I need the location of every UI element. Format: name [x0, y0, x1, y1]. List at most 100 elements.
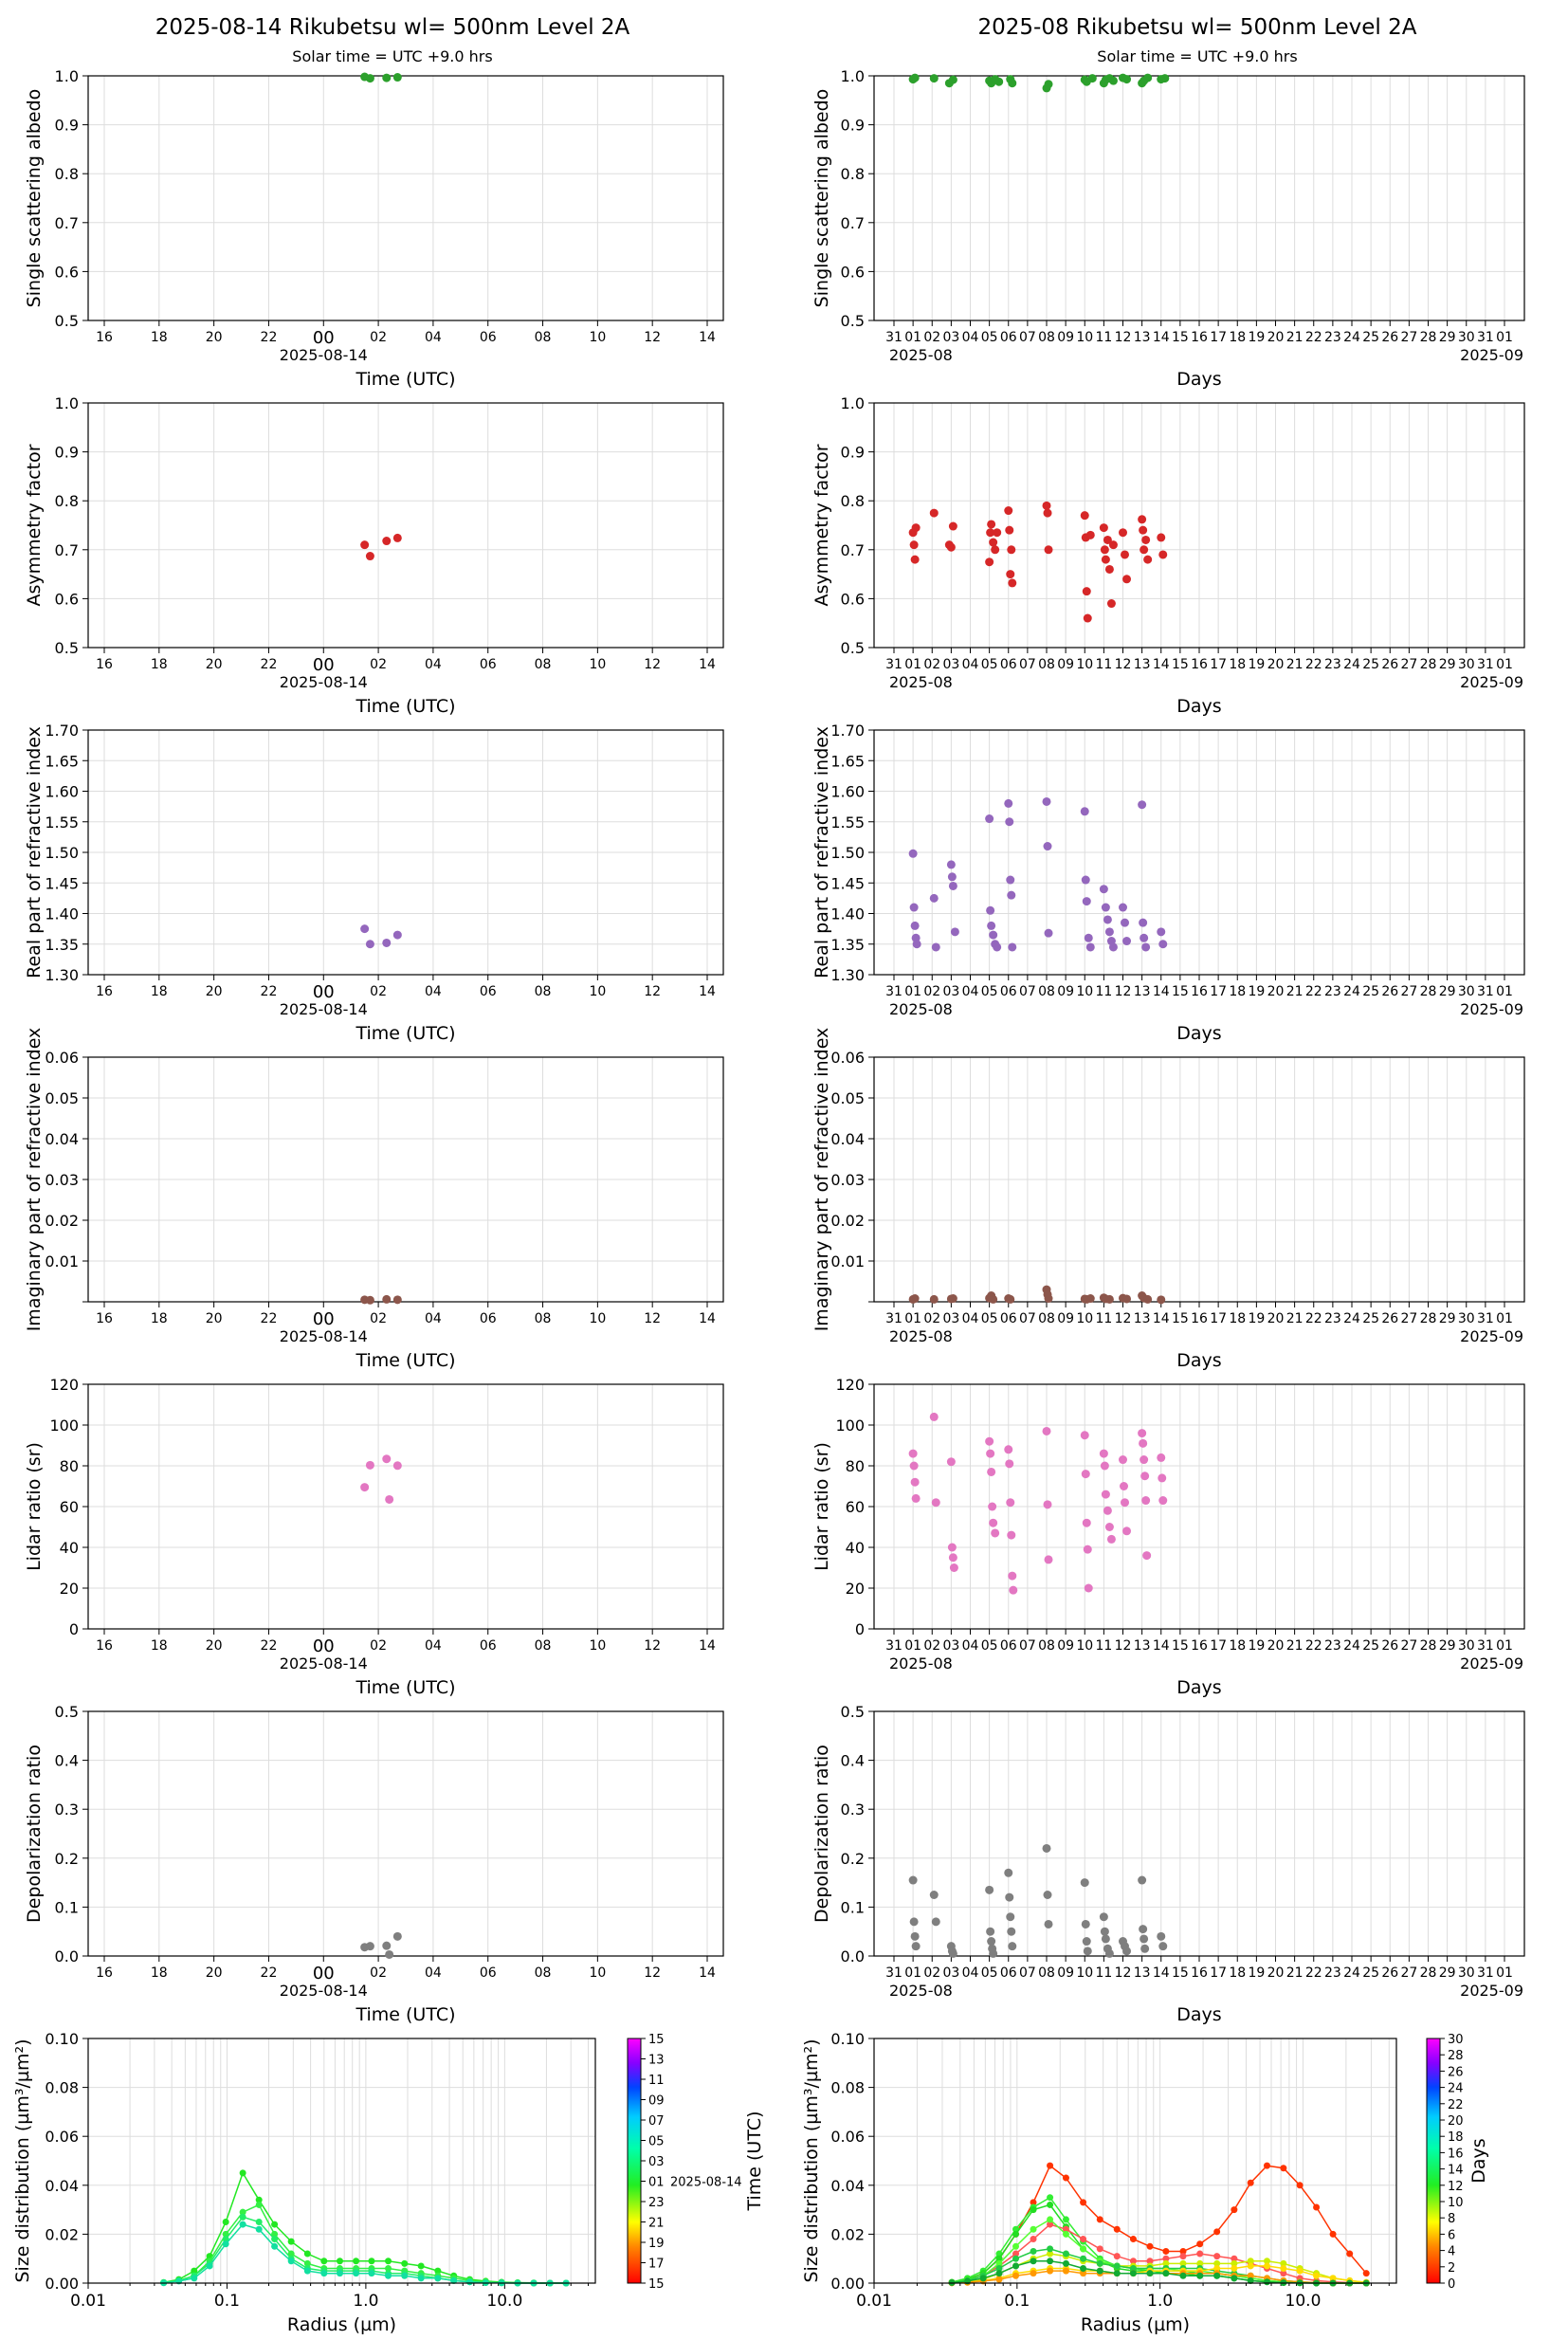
x-tick-label: 0.1 [214, 2292, 240, 2311]
data-point [1296, 2182, 1304, 2189]
x-tick-label: 14 [1153, 657, 1170, 672]
y-tick-label: 1.40 [830, 905, 865, 923]
x-tick-label: 27 [1400, 1638, 1417, 1654]
data-point [946, 542, 956, 552]
x-axis-label: Time (UTC) [355, 1677, 455, 1698]
x-tick-label: 20 [206, 330, 223, 345]
y-tick-label: 0.02 [830, 1212, 865, 1230]
data-point [1196, 2240, 1204, 2248]
data-point [385, 1494, 394, 1504]
x-tick-label: 18 [1229, 330, 1246, 345]
data-point [1099, 523, 1108, 533]
date-label: 2025-08-14 [280, 1654, 368, 1673]
data-point [255, 2225, 263, 2233]
x-tick-label: 22 [261, 1965, 278, 1981]
data-point [1047, 2250, 1054, 2258]
colorbar-tick-label: 05 [648, 2135, 665, 2149]
data-point [1030, 2236, 1037, 2243]
data-point [1012, 2230, 1020, 2238]
data-point [1100, 1461, 1109, 1471]
x-tick-label: 01 [904, 984, 921, 999]
x-tick-label: 31 [1477, 984, 1494, 999]
x-tick-label: 31 [1477, 1965, 1494, 1981]
x-tick-label: 23 [1324, 984, 1341, 999]
x-tick-label: 16 [96, 657, 113, 672]
data-point [255, 2196, 263, 2203]
x-tick-label: 22 [1305, 1311, 1322, 1326]
data-point [1080, 1431, 1089, 1440]
y-axis-label: Lidar ratio (sr) [24, 1442, 45, 1571]
data-point [1108, 540, 1118, 550]
x-tick-label: 14 [1153, 1965, 1170, 1981]
x-tick-label: 16 [96, 330, 113, 345]
data-point [1231, 2275, 1238, 2282]
x-tick-label: 18 [1229, 657, 1246, 672]
x-tick-label: 24 [1343, 1638, 1360, 1654]
x-tick-label: 06 [1000, 657, 1017, 672]
data-point [1179, 2253, 1187, 2260]
data-point [1139, 1925, 1148, 1934]
data-point [948, 521, 957, 531]
x-tick-label: 15 [1172, 330, 1189, 345]
x-tick-label: 16 [96, 1311, 113, 1326]
x-tick-label: 02 [370, 330, 387, 345]
day-panel-frame [87, 75, 724, 321]
x-tick-label: 20 [206, 1311, 223, 1326]
data-point [1103, 1506, 1112, 1515]
data-point [365, 1942, 374, 1951]
x-tick-label: 08 [535, 657, 552, 672]
x-tick-label: 26 [1381, 1965, 1398, 1981]
data-point [1082, 897, 1091, 906]
x-tick-label: 19 [1248, 1965, 1265, 1981]
x-tick-label: 14 [1153, 330, 1170, 345]
data-point [1106, 599, 1116, 609]
data-point [1119, 528, 1127, 538]
data-point [1162, 2247, 1170, 2255]
x-tick-label: 06 [1000, 1638, 1017, 1654]
data-point [1280, 2265, 1287, 2273]
data-point [1346, 2250, 1354, 2258]
x-tick-label: 01 [1496, 1965, 1513, 1981]
colorbar-date-label: 2025-08-14 [670, 2176, 742, 2190]
data-point [929, 74, 939, 83]
data-point [1062, 2267, 1069, 2275]
data-point [1062, 2216, 1069, 2223]
y-tick-label: 0.08 [45, 2079, 79, 2097]
data-point [1030, 2270, 1037, 2277]
y-tick-label: 0.10 [830, 2030, 865, 2048]
y-tick-label: 1.45 [45, 874, 79, 892]
x-tick-label: 07 [1019, 1638, 1036, 1654]
data-point [239, 2208, 246, 2216]
data-point [985, 558, 994, 567]
y-tick-label: 0.02 [45, 2225, 79, 2243]
y-tick-label: 0.0 [55, 1947, 79, 1965]
data-point [1007, 545, 1016, 555]
x-tick-label: 16 [96, 1638, 113, 1654]
data-point [336, 2270, 343, 2277]
data-point [1099, 1449, 1108, 1458]
x-tick-label: 04 [962, 1638, 979, 1654]
data-point [1062, 2230, 1069, 2238]
data-point [1329, 2230, 1337, 2238]
data-point [385, 2258, 392, 2265]
data-point [947, 872, 957, 882]
colorbar-tick-label: 6 [1448, 2228, 1455, 2242]
data-point [303, 2250, 311, 2258]
colorbar-tick-label: 17 [648, 2258, 665, 2272]
data-point [910, 1477, 920, 1487]
y-axis-label: Imaginary part of refractive index [24, 1028, 45, 1332]
y-tick-label: 0.5 [55, 639, 79, 657]
x-tick-label: 29 [1439, 984, 1456, 999]
colorbar-tick-label: 09 [648, 2094, 665, 2109]
data-point [1162, 2270, 1170, 2277]
y-tick-label: 1.65 [45, 752, 79, 770]
x-tick-label: 04 [425, 1965, 442, 1981]
y-tick-label: 0.04 [830, 1130, 865, 1148]
y-tick-label: 0.5 [841, 639, 865, 657]
data-point [1008, 578, 1017, 588]
colorbar-tick-label: 24 [1448, 2082, 1464, 2096]
y-tick-label: 0.01 [830, 1252, 865, 1271]
x-tick-label: 03 [942, 330, 959, 345]
data-point [1044, 1294, 1053, 1304]
y-tick-label: 1.45 [830, 874, 865, 892]
